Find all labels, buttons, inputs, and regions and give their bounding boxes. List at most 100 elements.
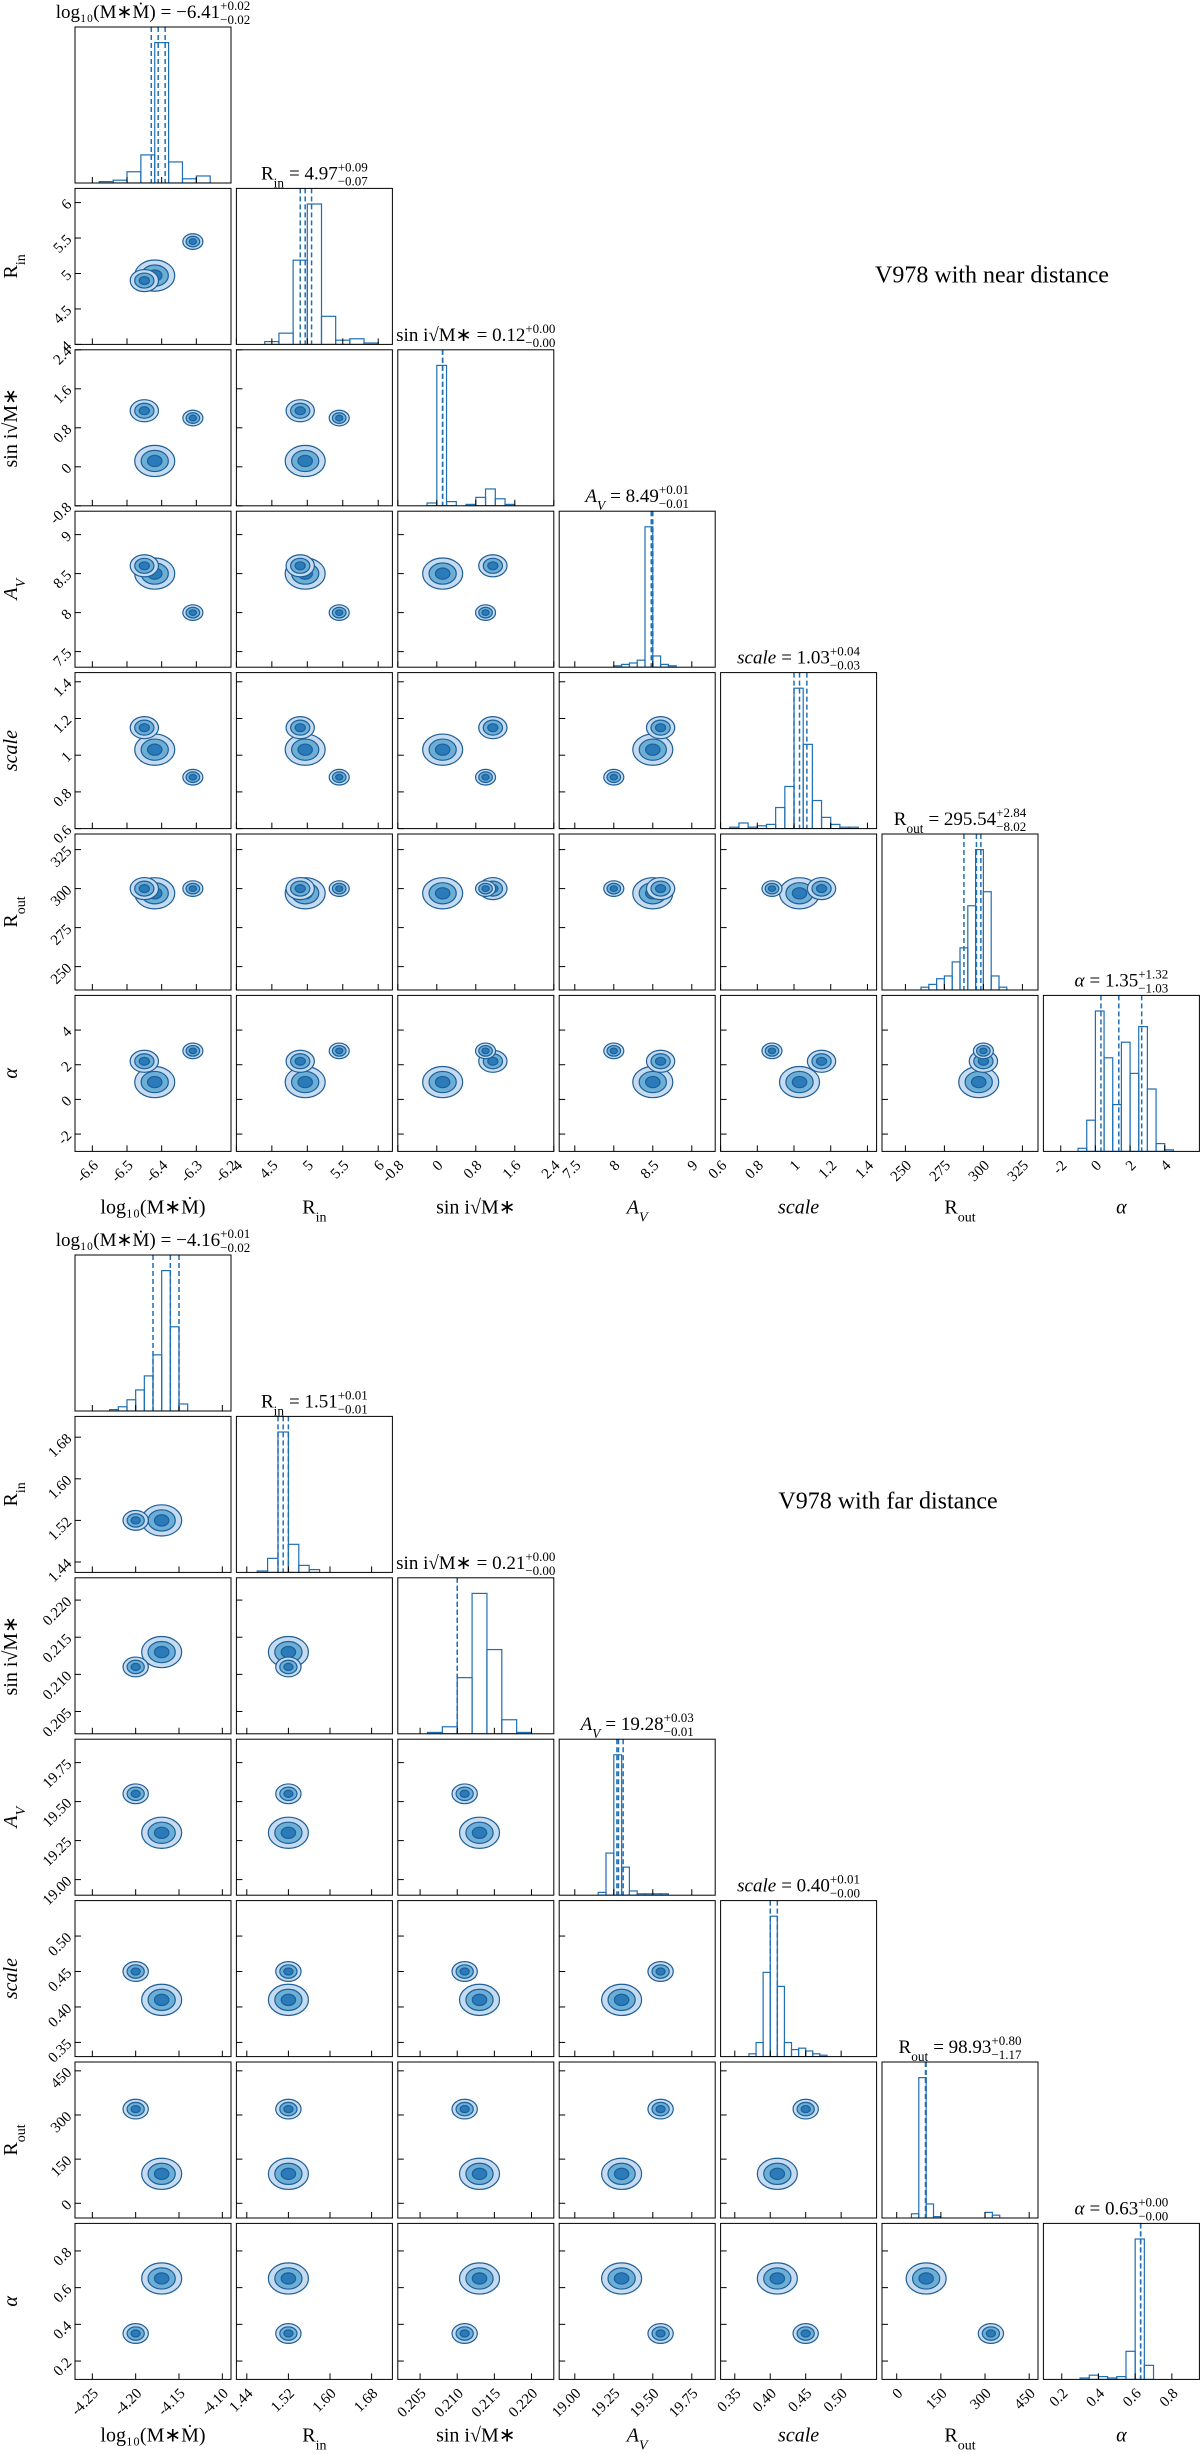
density-contour: [335, 1047, 344, 1055]
symbol: R: [944, 2424, 958, 2446]
panel: [129, 716, 204, 786]
marginal-title: log₁₀(M∗Ṁ) = −6.41+0.02 −0.02: [56, 0, 250, 27]
marginal-title: AV = 8.49+0.01 −0.01: [583, 482, 689, 513]
density-contour: [609, 773, 619, 781]
density-contour: [153, 2167, 170, 2181]
title-sub: −0.02: [220, 12, 250, 27]
density-contour: [471, 2272, 488, 2285]
density-contour: [294, 723, 306, 733]
y-tick-label: 300: [48, 2109, 75, 2136]
y-tick-label: 275: [48, 922, 75, 949]
panel: [905, 2262, 1005, 2344]
density-contour: [283, 2104, 294, 2114]
y-tick-label: 7.5: [51, 646, 76, 671]
x-tick-label: 0.215: [469, 2386, 504, 2421]
symbol: α: [1075, 970, 1086, 991]
density-contour: [791, 1075, 808, 1089]
hist-bin: [1134, 2238, 1145, 2380]
density-contour: [280, 1645, 297, 1659]
y-axis-label: scale: [0, 730, 22, 771]
hist-bin: [928, 983, 938, 990]
density-contour: [487, 723, 499, 733]
density-contour: [654, 1056, 667, 1066]
x-tick-label: 1.4: [852, 1157, 877, 1182]
x-tick-label: 19.00: [549, 2386, 584, 2421]
density-contour: [613, 1993, 630, 2007]
title-sup: +0.04: [830, 644, 861, 659]
density-contour: [655, 2329, 666, 2338]
panel-frame: [720, 1900, 878, 2058]
panel: [451, 1783, 501, 1850]
y-tick-label: 250: [48, 961, 75, 988]
x-tick-label: -4.25: [69, 2386, 102, 2419]
x-tick-label: 0.8: [1157, 2386, 1182, 2411]
panel: [122, 2262, 183, 2344]
x-tick-label: 300: [966, 1158, 993, 1185]
panel: [122, 1504, 183, 1537]
symbol: scale: [0, 1958, 22, 1999]
x-axis-label: scale: [778, 2424, 819, 2446]
panel: [613, 511, 677, 668]
x-tick-label: -2: [1050, 1158, 1070, 1178]
panel-frame: [74, 1577, 232, 1735]
hist-bin: [349, 338, 365, 345]
panel-frame: [881, 2061, 1039, 2219]
title-sup: +0.02: [220, 0, 250, 13]
density-contour: [130, 2329, 141, 2338]
density-contour: [459, 1967, 470, 1976]
hist-bin: [168, 161, 184, 183]
symbol: A: [625, 2424, 640, 2446]
x-tick-label: 250: [888, 1158, 915, 1185]
y-tick-label: 0.205: [40, 1705, 75, 1740]
density-contour: [283, 1662, 294, 1672]
hist-bin: [1155, 1142, 1166, 1152]
hist-bin: [486, 1648, 503, 1734]
density-contour: [655, 1967, 666, 1976]
panel-frame: [397, 2222, 555, 2380]
panel: [451, 1961, 501, 2017]
panel-frame: [74, 187, 232, 345]
symbol: R: [944, 1196, 958, 1218]
x-tick-label: -6.5: [109, 1158, 137, 1186]
hist-bin: [143, 1375, 154, 1411]
y-tick-label: 0.8: [51, 422, 76, 447]
density-contour: [815, 1056, 828, 1066]
panel: [284, 1042, 350, 1099]
hist-bin: [982, 891, 992, 990]
title-value: = 19.28: [605, 1714, 663, 1735]
symbol: R: [899, 2037, 912, 2058]
symbol-subscript: in: [14, 254, 29, 265]
panel-frame: [235, 510, 393, 668]
x-tick-label: -4.20: [112, 2386, 145, 2419]
marginal-title: α = 1.35+1.32 −1.03: [1075, 966, 1169, 995]
x-tick-label: 0.220: [506, 2386, 541, 2421]
hist-bin: [484, 488, 496, 506]
panel-frame: [720, 994, 878, 1152]
panel-frame: [74, 672, 232, 830]
y-tick-label: 0: [59, 2197, 76, 2214]
title-sub: −0.00: [830, 1886, 860, 1901]
symbol-subscript: out: [958, 1210, 976, 1225]
density-contour: [188, 1047, 198, 1055]
panel: [267, 1635, 309, 1678]
x-tick-label: 0.4: [1083, 2385, 1108, 2410]
symbol: A: [0, 587, 22, 602]
title-sub: −8.02: [996, 819, 1026, 834]
hist-bin: [819, 2054, 828, 2057]
density-contour: [294, 406, 306, 416]
panel: [109, 1255, 189, 1411]
marginal-title: scale = 0.40+0.01 −0.00: [737, 1872, 860, 1901]
panel-frame: [74, 1254, 232, 1412]
title-sub: −0.00: [1138, 2208, 1168, 2223]
symbol: R: [894, 809, 907, 830]
symbol: sin i√M∗: [396, 325, 471, 346]
density-contour: [146, 1075, 163, 1089]
hist-bin: [990, 975, 1000, 990]
symbol-subscript: out: [906, 821, 923, 836]
density-contour: [655, 2104, 666, 2114]
x-tick-label: 0.205: [395, 2386, 430, 2421]
y-tick-label: 9: [59, 529, 76, 546]
symbol-subscript: out: [911, 2049, 928, 2064]
density-contour: [130, 1789, 141, 1798]
figure-label: V978 with near distance: [875, 263, 1109, 289]
